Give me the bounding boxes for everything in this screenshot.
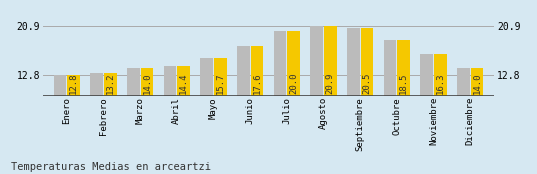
Text: 14.0: 14.0: [473, 72, 482, 94]
Text: 14.4: 14.4: [179, 72, 188, 94]
Bar: [200, 58, 213, 154]
Bar: [251, 46, 263, 154]
Text: 15.7: 15.7: [216, 72, 225, 94]
Text: 16.3: 16.3: [436, 72, 445, 94]
Bar: [104, 73, 117, 154]
Bar: [127, 68, 140, 154]
Text: 20.5: 20.5: [362, 72, 372, 94]
Bar: [214, 58, 227, 154]
Bar: [274, 31, 286, 154]
Bar: [164, 66, 177, 154]
Bar: [457, 68, 470, 154]
Text: Temperaturas Medias en arceartzi: Temperaturas Medias en arceartzi: [11, 162, 211, 172]
Bar: [237, 46, 250, 154]
Bar: [287, 31, 300, 154]
Text: 20.0: 20.0: [289, 72, 298, 94]
Bar: [324, 26, 337, 154]
Bar: [54, 75, 67, 154]
Bar: [360, 28, 373, 154]
Bar: [90, 73, 103, 154]
Text: 20.9: 20.9: [326, 72, 335, 94]
Text: 14.0: 14.0: [142, 72, 151, 94]
Bar: [397, 40, 410, 154]
Bar: [141, 68, 154, 154]
Text: 18.5: 18.5: [399, 72, 408, 94]
Bar: [310, 26, 323, 154]
Bar: [67, 75, 80, 154]
Bar: [420, 54, 433, 154]
Bar: [177, 66, 190, 154]
Bar: [383, 40, 396, 154]
Bar: [434, 54, 447, 154]
Text: 17.6: 17.6: [252, 72, 262, 94]
Bar: [347, 28, 360, 154]
Text: 13.2: 13.2: [106, 72, 115, 94]
Bar: [470, 68, 483, 154]
Text: 12.8: 12.8: [69, 72, 78, 94]
